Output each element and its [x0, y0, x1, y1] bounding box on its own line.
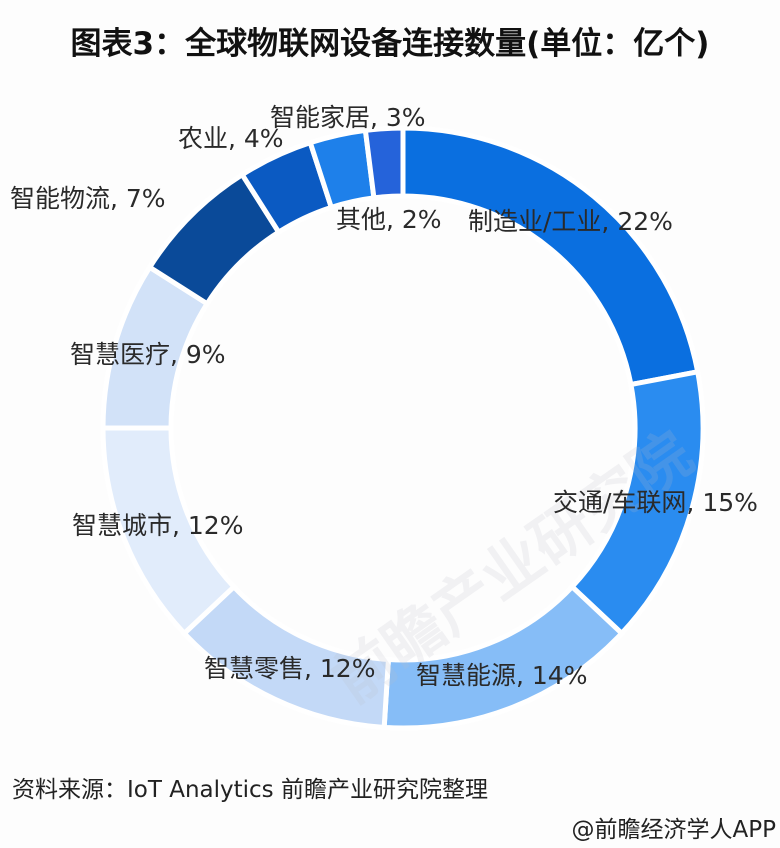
label-energy: 智慧能源, 14% [416, 661, 588, 690]
label-manufacturing: 制造业/工业, 22% [468, 207, 673, 236]
source-note: 资料来源：IoT Analytics 前瞻产业研究院整理 [12, 777, 488, 803]
label-agriculture: 农业, 4% [178, 124, 284, 153]
donut-slice [381, 583, 626, 731]
label-logistics: 智能物流, 7% [10, 184, 166, 213]
label-smarthome: 智能家居, 3% [270, 103, 426, 132]
label-transport: 交通/车联网, 15% [553, 488, 758, 517]
chart-title: 图表3：全球物联网设备连接数量(单位：亿个) [70, 26, 710, 62]
credit-note: @前瞻经济学人APP [571, 817, 776, 843]
label-medical: 智慧医疗, 9% [70, 340, 226, 369]
donut-slice [362, 125, 406, 201]
label-retail: 智慧零售, 12% [204, 654, 376, 683]
donut-slice [400, 125, 701, 388]
label-other: 其他, 2% [336, 205, 442, 234]
label-city: 智慧城市, 12% [72, 511, 244, 540]
